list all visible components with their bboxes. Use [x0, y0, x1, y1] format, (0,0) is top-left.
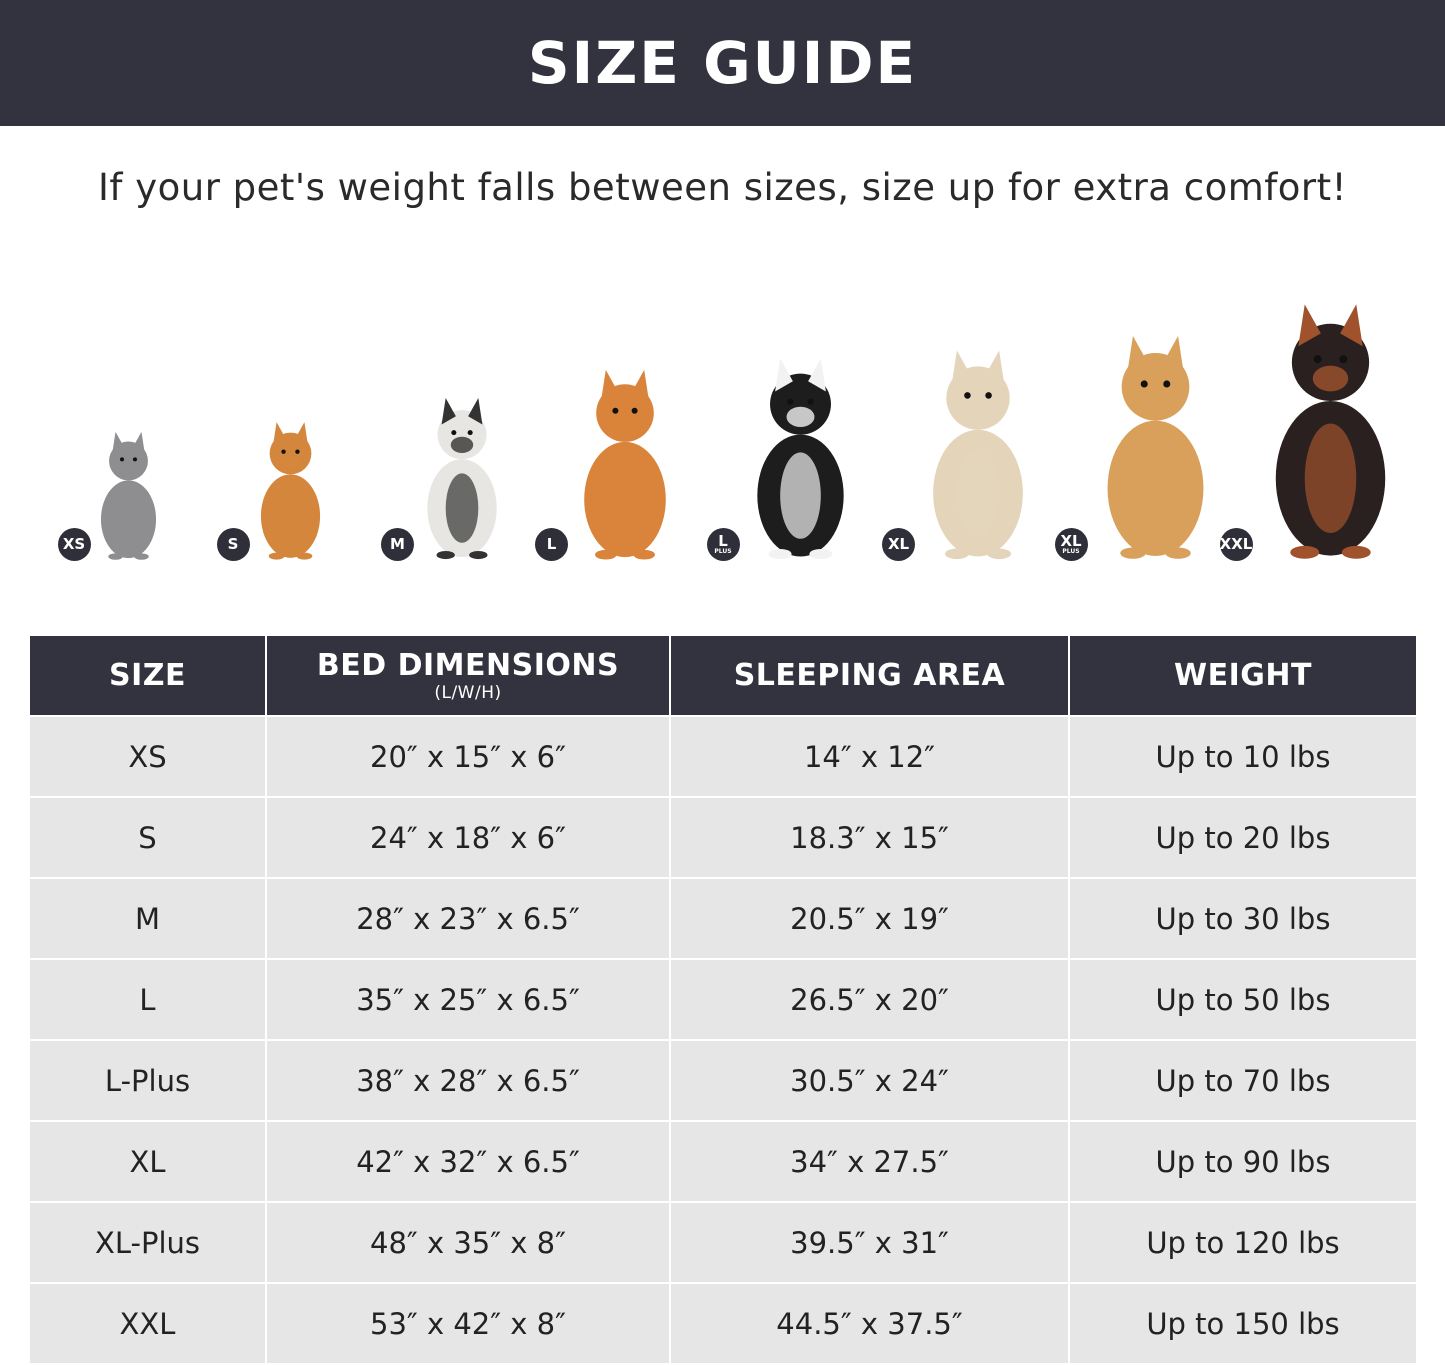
size-badge: M — [381, 528, 414, 561]
pomeranian-image — [247, 420, 334, 560]
bed-dimensions-cell: 24″ x 18″ x 6″ — [266, 796, 671, 879]
table-row: S 24″ x 18″ x 6″ 18.3″ x 15″ Up to 20 lbs — [30, 796, 1416, 879]
badge-label: XXL — [1219, 535, 1253, 553]
weight-cell: Up to 10 lbs — [1069, 715, 1416, 798]
weight-cell: Up to 120 lbs — [1069, 1201, 1416, 1284]
table-row: L-Plus 38″ x 28″ x 6.5″ 30.5″ x 24″ Up to 7… — [30, 1039, 1416, 1122]
bed-dimensions-cell: 28″ x 23″ x 6.5″ — [266, 877, 671, 960]
bed-dimensions-cell: 48″ x 35″ x 8″ — [266, 1201, 671, 1284]
french-bulldog-image — [411, 395, 513, 560]
header-size: SIZE — [30, 636, 267, 716]
cat-image — [88, 430, 169, 560]
header-banner: SIZE GUIDE — [0, 0, 1445, 126]
size-badge: XS — [57, 528, 91, 561]
size-badge: XL PLUS — [1054, 528, 1088, 561]
table-row: M 28″ x 23″ x 6.5″ 20.5″ x 19″ Up to 30 lbs — [30, 877, 1416, 960]
badge-label: XL — [887, 535, 910, 553]
badge-label: S — [227, 535, 239, 553]
bed-dimensions-cell: 42″ x 32″ x 6.5″ — [266, 1120, 671, 1203]
size-cell: L — [30, 958, 267, 1041]
weight-cell: Up to 150 lbs — [1069, 1282, 1416, 1365]
badge-label: L — [718, 532, 728, 550]
size-badge: S — [216, 528, 250, 561]
size-cell: S — [30, 796, 267, 879]
pet-size-lineup: XS S M L L PLUS — [0, 290, 1445, 580]
weight-cell: Up to 50 lbs — [1069, 958, 1416, 1041]
bed-dimensions-cell: 53″ x 42″ x 8″ — [266, 1282, 671, 1365]
table-row: XXL 53″ x 42″ x 8″ 44.5″ x 37.5″ Up to 150 … — [30, 1282, 1416, 1365]
table-row: XL-Plus 48″ x 35″ x 8″ 39.5″ x 31″ Up to 12… — [30, 1201, 1416, 1284]
header-sleeping-area: SLEEPING AREA — [670, 636, 1070, 716]
weight-cell: Up to 90 lbs — [1069, 1120, 1416, 1203]
labrador-image — [912, 347, 1044, 560]
weight-cell: Up to 30 lbs — [1069, 877, 1416, 960]
doberman-image — [1250, 300, 1411, 560]
shiba-inu-image — [565, 367, 685, 560]
sleeping-area-cell: 26.5″ x 20″ — [670, 958, 1070, 1041]
sleeping-area-cell: 20.5″ x 19″ — [670, 877, 1070, 960]
size-badge: L PLUS — [706, 528, 740, 561]
sleeping-area-cell: 34″ x 27.5″ — [670, 1120, 1070, 1203]
size-cell: XL — [30, 1120, 267, 1203]
bed-dimensions-cell: 38″ x 28″ x 6.5″ — [266, 1039, 671, 1122]
page-title: SIZE GUIDE — [527, 29, 918, 97]
header-bed-dimensions: BED DIMENSIONS (L/W/H) — [266, 636, 671, 716]
sleeping-area-cell: 18.3″ x 15″ — [670, 796, 1070, 879]
size-badge: XXL — [1219, 528, 1253, 561]
header-weight: WEIGHT — [1069, 636, 1416, 716]
badge-sublabel: PLUS — [1062, 548, 1080, 555]
subtitle: If your pet's weight falls between sizes… — [98, 166, 1347, 209]
badge-label: M — [390, 535, 405, 553]
sleeping-area-cell: 39.5″ x 31″ — [670, 1201, 1070, 1284]
size-badge: L — [535, 528, 568, 561]
table-header-row: SIZE BED DIMENSIONS (L/W/H) SLEEPING AREA… — [30, 636, 1416, 716]
bed-dimensions-cell: 20″ x 15″ x 6″ — [266, 715, 671, 798]
sleeping-area-cell: 44.5″ x 37.5″ — [670, 1282, 1070, 1365]
bed-dimensions-cell: 35″ x 25″ x 6.5″ — [266, 958, 671, 1041]
badge-label: XL — [1060, 532, 1082, 550]
size-cell: XXL — [30, 1282, 267, 1365]
sleeping-area-cell: 14″ x 12″ — [670, 715, 1070, 798]
badge-label: L — [546, 535, 557, 553]
golden-retriever-image — [1085, 332, 1226, 560]
weight-cell: Up to 20 lbs — [1069, 796, 1416, 879]
table-row: XS 20″ x 15″ x 6″ 14″ x 12″ Up to 10 lbs — [30, 715, 1416, 798]
size-cell: XL-Plus — [30, 1201, 267, 1284]
size-cell: L-Plus — [30, 1039, 267, 1122]
table-row: L 35″ x 25″ x 6.5″ 26.5″ x 20″ Up to 50 lbs — [30, 958, 1416, 1041]
badge-label: XS — [62, 535, 86, 553]
table-row: XL 42″ x 32″ x 6.5″ 34″ x 27.5″ Up to 90 lb… — [30, 1120, 1416, 1203]
size-cell: XS — [30, 715, 267, 798]
size-table: SIZE BED DIMENSIONS (L/W/H) SLEEPING AREA… — [30, 636, 1416, 1365]
size-badge: XL — [882, 528, 915, 561]
header-unit: (L/W/H) — [434, 683, 502, 703]
border-collie-image — [737, 355, 864, 560]
weight-cell: Up to 70 lbs — [1069, 1039, 1416, 1122]
size-cell: M — [30, 877, 267, 960]
sleeping-area-cell: 30.5″ x 24″ — [670, 1039, 1070, 1122]
badge-sublabel: PLUS — [714, 548, 732, 555]
